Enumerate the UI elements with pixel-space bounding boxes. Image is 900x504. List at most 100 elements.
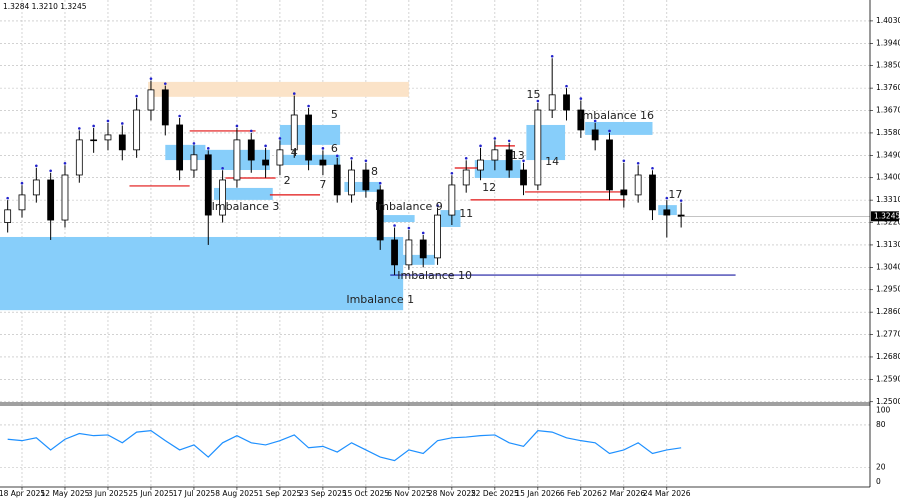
candle-body — [634, 174, 642, 196]
x-tick-label: 6 Feb 2026 — [560, 489, 602, 498]
fractal-high — [479, 144, 482, 148]
candle-body — [405, 239, 413, 266]
candle-body — [47, 179, 55, 221]
candle-body — [419, 239, 427, 259]
fractal-high — [192, 142, 196, 145]
candle-body — [4, 209, 12, 223]
fractal-high — [49, 169, 52, 173]
x-tick-label: 28 Nov 2025 — [428, 489, 476, 498]
candle-body — [548, 94, 556, 111]
y-tick-label: 1.3130 — [876, 240, 900, 249]
candle-body — [376, 189, 384, 241]
fractal-high — [307, 104, 310, 108]
x-tick-label: 25 Jun 2025 — [128, 489, 173, 498]
candle-body — [61, 174, 69, 221]
y-tick-label: 1.2590 — [876, 374, 900, 383]
fractal-high — [579, 97, 583, 100]
candle-body — [477, 159, 484, 171]
y-tick-label: 1.2950 — [876, 285, 900, 294]
x-tick-label: 18 Apr 2025 — [0, 489, 45, 498]
fractal-high — [78, 127, 81, 130]
imbalance-zone — [377, 215, 415, 223]
x-tick-label: 1 Sep 2025 — [259, 489, 302, 498]
fractal-high — [163, 82, 167, 85]
x-tick-label: 22 Dec 2025 — [471, 489, 519, 498]
y-tick-label: 1.3760 — [876, 83, 900, 92]
fractal-high — [378, 181, 382, 185]
candle-body — [434, 214, 441, 259]
fractal-high — [278, 137, 282, 140]
candle-body — [319, 159, 327, 166]
candle-body — [462, 169, 470, 186]
y-tick-label: 1.3040 — [876, 262, 900, 271]
y-tick-label: 80 — [876, 420, 886, 429]
fractal-high — [507, 139, 511, 143]
candle-body — [190, 154, 198, 171]
candle-body — [534, 109, 542, 186]
x-tick-label: 15 Jan 2026 — [515, 489, 560, 498]
y-tick-label: 1.4030 — [876, 16, 900, 25]
fractal-high — [665, 196, 669, 200]
annotation: 14 — [545, 155, 559, 168]
annotation: 4 — [291, 146, 298, 159]
candle-body — [118, 134, 126, 151]
y-tick-label: 1.3670 — [876, 106, 900, 115]
annotation: 6 — [331, 142, 338, 155]
fractal-high — [178, 114, 181, 118]
fractal-high — [292, 92, 296, 95]
fractal-high — [565, 84, 568, 88]
fractal-high — [636, 161, 640, 165]
y-tick-label: 100 — [876, 406, 891, 415]
imbalance-zone — [148, 81, 409, 97]
annotation: 13 — [511, 149, 525, 162]
candle-body — [520, 169, 527, 186]
candle-body — [391, 239, 398, 266]
imbalance-zone — [585, 121, 653, 135]
y-tick-label: 1.2680 — [876, 352, 900, 361]
candle-body — [233, 139, 241, 181]
y-tick-label: 1.3940 — [876, 38, 900, 47]
fractal-high — [464, 157, 468, 160]
annotation: Imbalance 9 — [375, 200, 443, 213]
x-tick-label: 6 Nov 2025 — [387, 489, 430, 498]
y-tick-label: 1.3220 — [876, 218, 900, 227]
candle-body — [161, 89, 169, 126]
y-tick-label: 1.2770 — [876, 330, 900, 339]
candle-body — [104, 134, 112, 141]
fractal-high — [350, 157, 353, 160]
last-price-label: 1.3245 — [874, 211, 900, 220]
x-tick-label: 17 Jul 2025 — [173, 489, 216, 498]
fractal-high — [421, 231, 425, 235]
imbalance-zone — [344, 181, 381, 192]
candle-body — [204, 154, 212, 216]
annotation: 7 — [319, 178, 326, 191]
candle-body — [147, 89, 155, 111]
annotation: 8 — [371, 165, 378, 178]
annotation: 15 — [527, 88, 541, 101]
candle-body — [362, 169, 370, 191]
y-tick-label: 1.3490 — [876, 150, 900, 159]
candle-body — [563, 94, 570, 111]
candle-body — [276, 149, 284, 166]
candle-body — [491, 149, 499, 161]
x-tick-label: 24 Mar 2026 — [643, 489, 691, 498]
imbalance-zone — [440, 210, 461, 228]
candle-body — [18, 194, 26, 211]
fractal-high — [608, 129, 611, 133]
fractal-high — [593, 119, 597, 123]
candle-body — [348, 169, 355, 196]
candle-body — [247, 139, 255, 161]
fractal-high — [364, 159, 368, 163]
fractal-high — [249, 129, 253, 133]
y-tick-label: 20 — [876, 463, 886, 472]
candle-body — [176, 124, 184, 171]
candle-body — [448, 184, 456, 216]
last-price-box — [871, 211, 899, 222]
x-tick-label: 12 May 2025 — [41, 489, 90, 498]
fractal-high — [206, 147, 210, 150]
fractal-high — [135, 94, 138, 98]
candle-body — [620, 189, 628, 196]
x-tick-label: 2 Mar 2026 — [602, 489, 645, 498]
fractal-high — [450, 171, 454, 175]
